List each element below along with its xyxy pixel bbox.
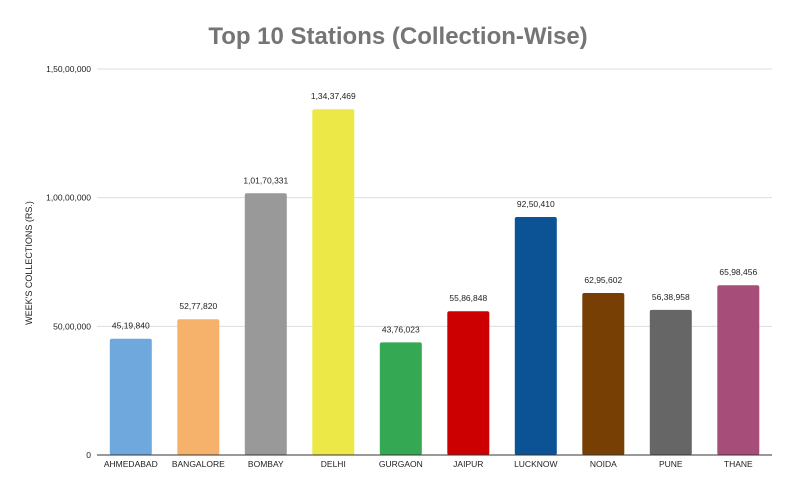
data-label: 45,19,840 xyxy=(112,321,150,331)
y-tick-label: 0 xyxy=(86,450,91,460)
y-tick-label: 1,00,00,000 xyxy=(46,193,91,203)
x-tick-label: NOIDA xyxy=(590,459,617,469)
x-tick-label: JAIPUR xyxy=(453,459,483,469)
x-tick-label: GURGAON xyxy=(379,459,423,469)
data-label: 56,38,958 xyxy=(652,292,690,302)
bar xyxy=(244,193,287,456)
data-label: 1,01,70,331 xyxy=(243,175,288,185)
bar xyxy=(582,293,625,455)
y-axis-label: WEEK'S COLLECTIONS (RS.) xyxy=(24,201,34,325)
y-tick-label: 1,50,00,000 xyxy=(46,64,91,74)
data-label: 1,34,37,469 xyxy=(311,91,356,101)
data-label: 65,98,456 xyxy=(719,267,757,277)
bar xyxy=(649,309,692,455)
data-label: 55,86,848 xyxy=(449,293,487,303)
data-label: 62,95,602 xyxy=(584,275,622,285)
data-labels: 45,19,840 52,77,820 1,01,70,331 1,34,37,469… xyxy=(112,91,758,334)
x-tick-label: PUNE xyxy=(659,459,683,469)
data-label: 43,76,023 xyxy=(382,324,420,334)
bar xyxy=(177,319,220,455)
x-tick-label: AHMEDABAD xyxy=(104,459,158,469)
x-tick-label: THANE xyxy=(724,459,753,469)
x-tick-label: BANGALORE xyxy=(172,459,225,469)
x-tick-label: LUCKNOW xyxy=(514,459,557,469)
bars xyxy=(109,109,760,456)
chart-title: Top 10 Stations (Collection-Wise) xyxy=(208,23,587,50)
data-label: 52,77,820 xyxy=(179,301,217,311)
x-tick-label: DELHI xyxy=(321,459,346,469)
bar xyxy=(514,217,557,455)
data-label: 92,50,410 xyxy=(517,199,555,209)
y-tick-label: 50,00,000 xyxy=(53,321,91,331)
bar xyxy=(312,109,355,455)
gridlines xyxy=(97,68,772,327)
bar xyxy=(109,338,152,455)
x-tick-label: BOMBAY xyxy=(248,459,284,469)
bar xyxy=(717,285,760,455)
bar xyxy=(379,342,422,455)
x-tick-labels: AHMEDABAD BANGALORE BOMBAY DELHI GURGAON JAIP… xyxy=(104,459,753,469)
y-tick-labels: 0 50,00,000 1,00,00,000 1,50,00,000 xyxy=(46,64,91,460)
bar xyxy=(447,311,490,455)
